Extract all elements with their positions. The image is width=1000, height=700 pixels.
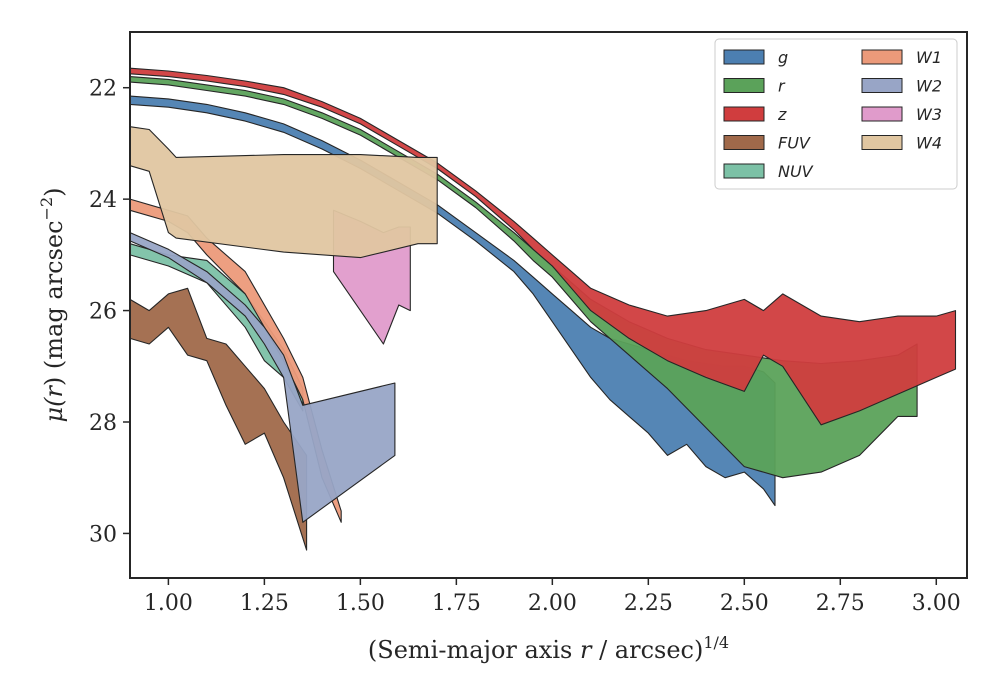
band-fuv — [129, 287, 308, 551]
band-w4 — [129, 126, 438, 259]
legend-box — [714, 38, 958, 190]
legend-swatch-nuv — [723, 163, 765, 179]
x-axis-label-rest: / arcsec) — [591, 636, 703, 664]
legend-label-g: g — [778, 48, 788, 67]
legend-swatch-fuv — [723, 135, 765, 150]
legend: grz FUV NUV W1 W2 W3 W4 — [714, 38, 958, 190]
legend-label-w1: W1 — [916, 48, 942, 67]
legend-swatch-w4 — [861, 135, 903, 150]
x-axis-label-var: r — [580, 636, 593, 664]
x-tick-label: 2.00 — [528, 591, 577, 616]
plot-frame — [129, 31, 968, 579]
legend-label-z: z — [777, 105, 787, 124]
x-tick-label: 3.00 — [912, 591, 961, 616]
legend-swatch-w3 — [861, 106, 903, 122]
y-axis-label-main: μ( — [40, 397, 68, 423]
y-tick-label: 26 — [89, 300, 117, 325]
y-axis-ticks: 22 24 26 28 30 — [89, 77, 130, 547]
legend-label-fuv: FUV — [778, 134, 811, 153]
y-tick-label: 30 — [89, 522, 117, 547]
x-tick-label: 2.25 — [624, 591, 673, 616]
legend-label-nuv: NUV — [778, 162, 814, 181]
legend-swatch-r — [723, 78, 765, 93]
y-axis-label-end: ) — [40, 187, 68, 196]
x-tick-label: 1.50 — [336, 591, 385, 616]
y-tick-label: 28 — [89, 411, 117, 436]
x-axis-ticks: 1.00 1.25 1.50 1.75 2.00 2.25 2.50 2.75 3.00 — [144, 578, 961, 616]
data-bands — [129, 67, 957, 551]
y-axis-label-var: r — [40, 385, 68, 398]
y-tick-label: 24 — [89, 188, 117, 213]
legend-label-r: r — [778, 77, 786, 96]
legend-label-w2: W2 — [916, 77, 942, 96]
x-axis-label-main: (Semi-major axis — [368, 636, 580, 664]
legend-label-w4: W4 — [916, 134, 942, 153]
x-tick-label: 2.50 — [720, 591, 769, 616]
x-tick-label: 1.25 — [240, 591, 289, 616]
legend-label-w3: W3 — [916, 105, 942, 124]
legend-swatch-z — [723, 106, 765, 122]
x-tick-label: 2.75 — [816, 591, 865, 616]
y-axis-label-exponent: −2 — [37, 197, 56, 221]
legend-swatch-g — [723, 49, 765, 65]
legend-swatch-w1 — [861, 49, 903, 65]
band-w2 — [129, 232, 396, 523]
y-axis-label-rest: ) (mag arcsec — [40, 220, 68, 386]
x-axis-label-exponent: 1/4 — [703, 633, 729, 652]
x-tick-label: 1.00 — [144, 591, 193, 616]
x-tick-label: 1.75 — [432, 591, 481, 616]
y-tick-label: 22 — [89, 77, 117, 102]
legend-swatch-w2 — [861, 78, 903, 93]
x-axis-label: (Semi-major axis r / arcsec)1/4 — [368, 633, 729, 664]
y-axis-label: μ(r) (mag arcsec−2) — [37, 187, 68, 422]
